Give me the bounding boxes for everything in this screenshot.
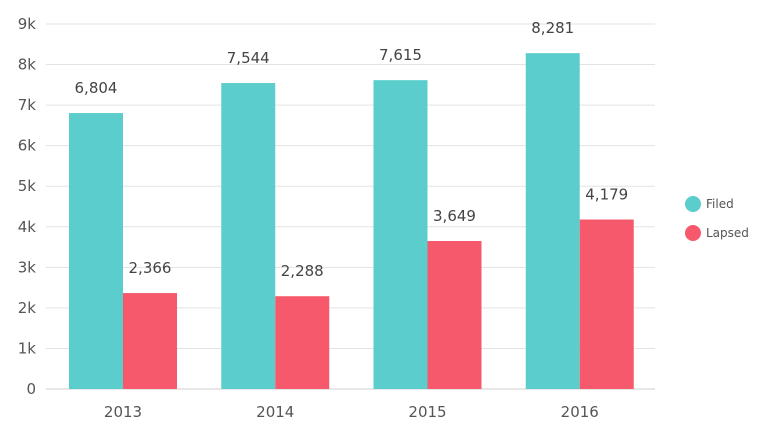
data-label: 7,615	[379, 46, 422, 64]
data-label: 4,179	[585, 186, 628, 204]
x-tick-label: 2015	[408, 403, 446, 421]
y-tick-label: 4k	[18, 218, 37, 236]
y-tick-label: 9k	[18, 15, 37, 33]
bar-lapsed-2013	[123, 293, 177, 389]
data-label: 8,281	[531, 19, 574, 37]
y-tick-label: 7k	[18, 96, 37, 114]
data-labels: 6,804 2,366 7,544 2,288 7,615 3,649 8,281 4,179	[75, 19, 629, 280]
x-tick-label: 2016	[561, 403, 599, 421]
bar-filed-2014	[221, 83, 276, 389]
legend: Filed Lapsed	[685, 196, 749, 241]
y-tick-label: 3k	[18, 258, 37, 276]
y-tick-label: 2k	[18, 299, 37, 317]
y-tick-label: 6k	[18, 137, 37, 155]
legend-label-lapsed: Lapsed	[706, 226, 749, 240]
bar-lapsed-2015	[427, 241, 482, 389]
bar-filed-2015	[373, 80, 428, 390]
bar-lapsed-2016	[579, 219, 634, 389]
bars	[69, 53, 634, 390]
data-label: 7,544	[227, 49, 270, 67]
data-label: 3,649	[433, 207, 476, 225]
data-label: 6,804	[75, 79, 118, 97]
legend-label-filed: Filed	[706, 197, 734, 211]
y-tick-label: 5k	[18, 177, 37, 195]
x-tick-label: 2013	[104, 403, 142, 421]
x-axis: 2013 2014 2015 2016	[104, 403, 599, 421]
legend-swatch-filed	[685, 196, 701, 212]
y-axis: 0 1k 2k 3k 4k 5k 6k 7k 8k 9k	[18, 15, 37, 398]
y-tick-label: 8k	[18, 56, 37, 74]
bar-lapsed-2014	[275, 296, 330, 389]
legend-swatch-lapsed	[685, 225, 701, 241]
bar-filed-2013	[69, 113, 123, 389]
y-tick-label: 0	[26, 380, 36, 398]
data-label: 2,366	[129, 259, 172, 277]
data-label: 2,288	[281, 262, 324, 280]
x-tick-label: 2014	[256, 403, 294, 421]
y-tick-label: 1k	[18, 339, 37, 357]
bar-filed-2016	[525, 53, 580, 389]
